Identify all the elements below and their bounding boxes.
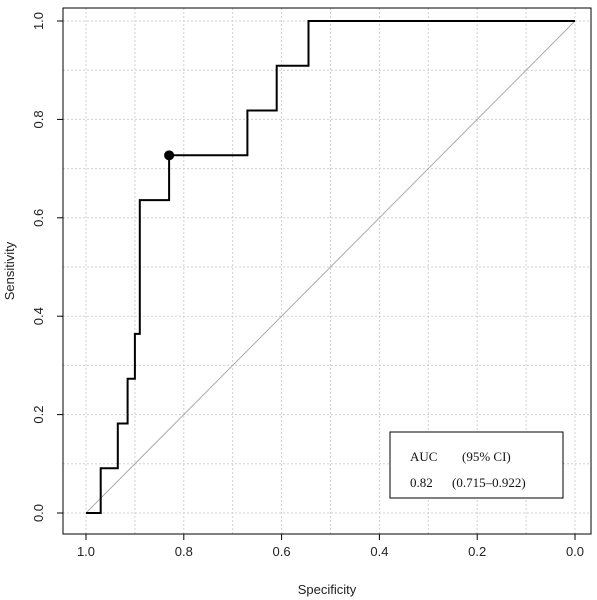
x-tick-label: 1.0 [77, 544, 95, 559]
reference-diagonal [85, 20, 576, 514]
y-tick-label: 0.0 [31, 504, 46, 522]
grid-lines [63, 8, 591, 534]
plot-frame [62, 7, 592, 535]
legend-box: AUC (95% CI) 0.82 (0.715–0.922) [389, 431, 564, 499]
y-axis-label: Sensitivity [2, 241, 17, 300]
y-tick-label: 0.2 [31, 406, 46, 424]
x-tick-label: 0.0 [566, 544, 584, 559]
y-tick-label: 1.0 [31, 12, 46, 30]
x-tick-label: 0.4 [370, 544, 388, 559]
roc-curve-line [86, 20, 575, 514]
legend-auc-value: 0.82 [410, 475, 433, 490]
x-axis-label: Specificity [298, 582, 357, 597]
y-axis-ticks: 0.0 0.2 0.4 0.6 0.8 1.0 [31, 12, 63, 522]
optimal-cutoff-point [164, 150, 175, 161]
y-tick-label: 0.4 [31, 307, 46, 325]
legend-ci-label: (95% CI) [462, 449, 511, 464]
y-tick-label: 0.6 [31, 209, 46, 227]
y-tick-label: 0.8 [31, 110, 46, 128]
x-tick-label: 0.2 [468, 544, 486, 559]
x-axis-ticks: 1.0 0.8 0.6 0.4 0.2 0.0 [77, 534, 584, 559]
legend-ci-value: (0.715–0.922) [452, 475, 526, 490]
legend-auc-label: AUC [410, 449, 437, 464]
x-tick-label: 0.8 [175, 544, 193, 559]
x-tick-label: 0.6 [273, 544, 291, 559]
